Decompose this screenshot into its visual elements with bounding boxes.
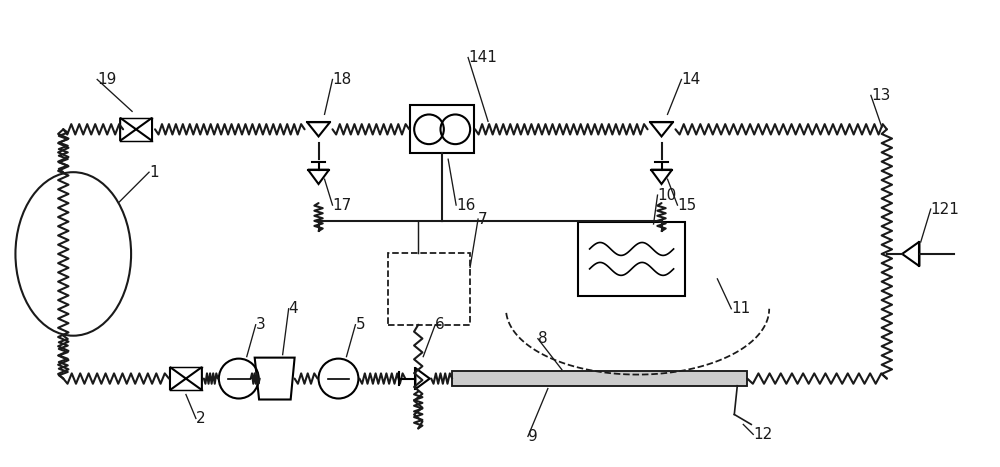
Text: 141: 141 xyxy=(468,50,497,65)
Bar xyxy=(452,371,747,386)
Text: 16: 16 xyxy=(456,198,476,212)
Text: 13: 13 xyxy=(871,88,890,103)
Text: 5: 5 xyxy=(355,317,365,332)
Text: 1: 1 xyxy=(149,165,159,180)
Text: 14: 14 xyxy=(681,72,701,87)
Text: 3: 3 xyxy=(256,317,265,332)
Text: 4: 4 xyxy=(289,301,298,316)
Text: 10: 10 xyxy=(658,188,677,203)
Text: 6: 6 xyxy=(435,317,445,332)
Bar xyxy=(410,106,474,153)
Text: 18: 18 xyxy=(332,72,352,87)
Text: 15: 15 xyxy=(677,198,697,212)
Text: 19: 19 xyxy=(97,72,117,87)
Bar xyxy=(388,253,470,325)
Text: 11: 11 xyxy=(731,301,751,316)
Text: 9: 9 xyxy=(528,429,538,444)
Text: 17: 17 xyxy=(332,198,352,212)
Text: 121: 121 xyxy=(931,202,960,217)
Text: 2: 2 xyxy=(196,411,206,426)
Text: 12: 12 xyxy=(753,427,772,442)
Text: 7: 7 xyxy=(478,212,488,226)
Bar xyxy=(578,222,685,296)
Text: 8: 8 xyxy=(538,331,548,346)
